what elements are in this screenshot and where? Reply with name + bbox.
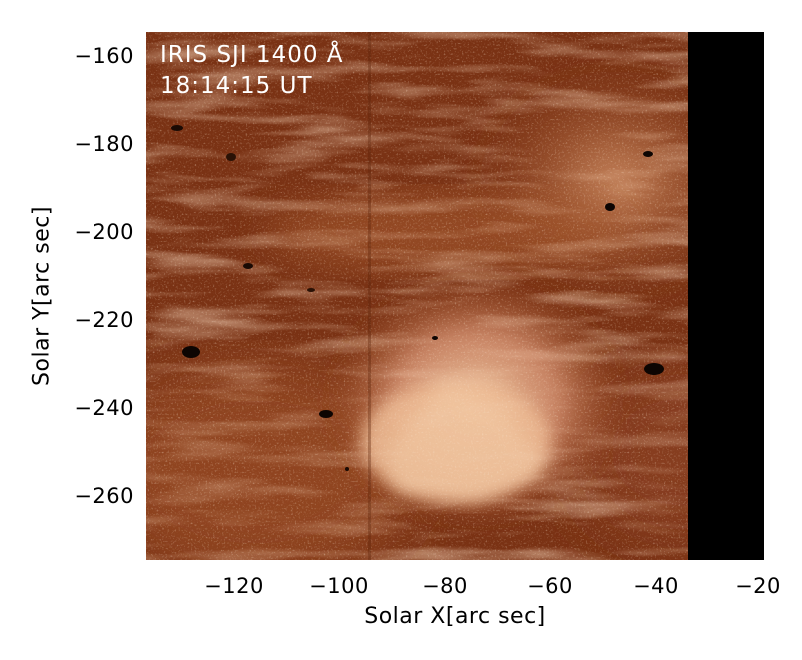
y-tick-label: −260 (74, 484, 134, 508)
y-tick-label: −240 (74, 396, 134, 420)
x-tick-label: −40 (633, 574, 679, 598)
x-tick-label: −20 (735, 574, 781, 598)
y-tick-label: −160 (74, 44, 134, 68)
sji-1400-image (146, 32, 764, 560)
solar-image (146, 32, 764, 560)
timestamp-label: 18:14:15 UT (160, 73, 313, 99)
x-tick-label: −80 (422, 574, 468, 598)
y-tick-label: −220 (74, 308, 134, 332)
instrument-label: IRIS SJI 1400 Å (160, 42, 344, 68)
x-tick-label: −60 (527, 574, 573, 598)
x-axis-label: Solar X[arc sec] (364, 604, 546, 629)
x-tick-label: −100 (309, 574, 369, 598)
plot-frame (146, 32, 764, 560)
y-tick-label: −200 (74, 220, 134, 244)
x-tick-label: −120 (204, 574, 264, 598)
y-axis-label: Solar Y[arc sec] (29, 206, 55, 386)
y-tick-label: −180 (74, 132, 134, 156)
